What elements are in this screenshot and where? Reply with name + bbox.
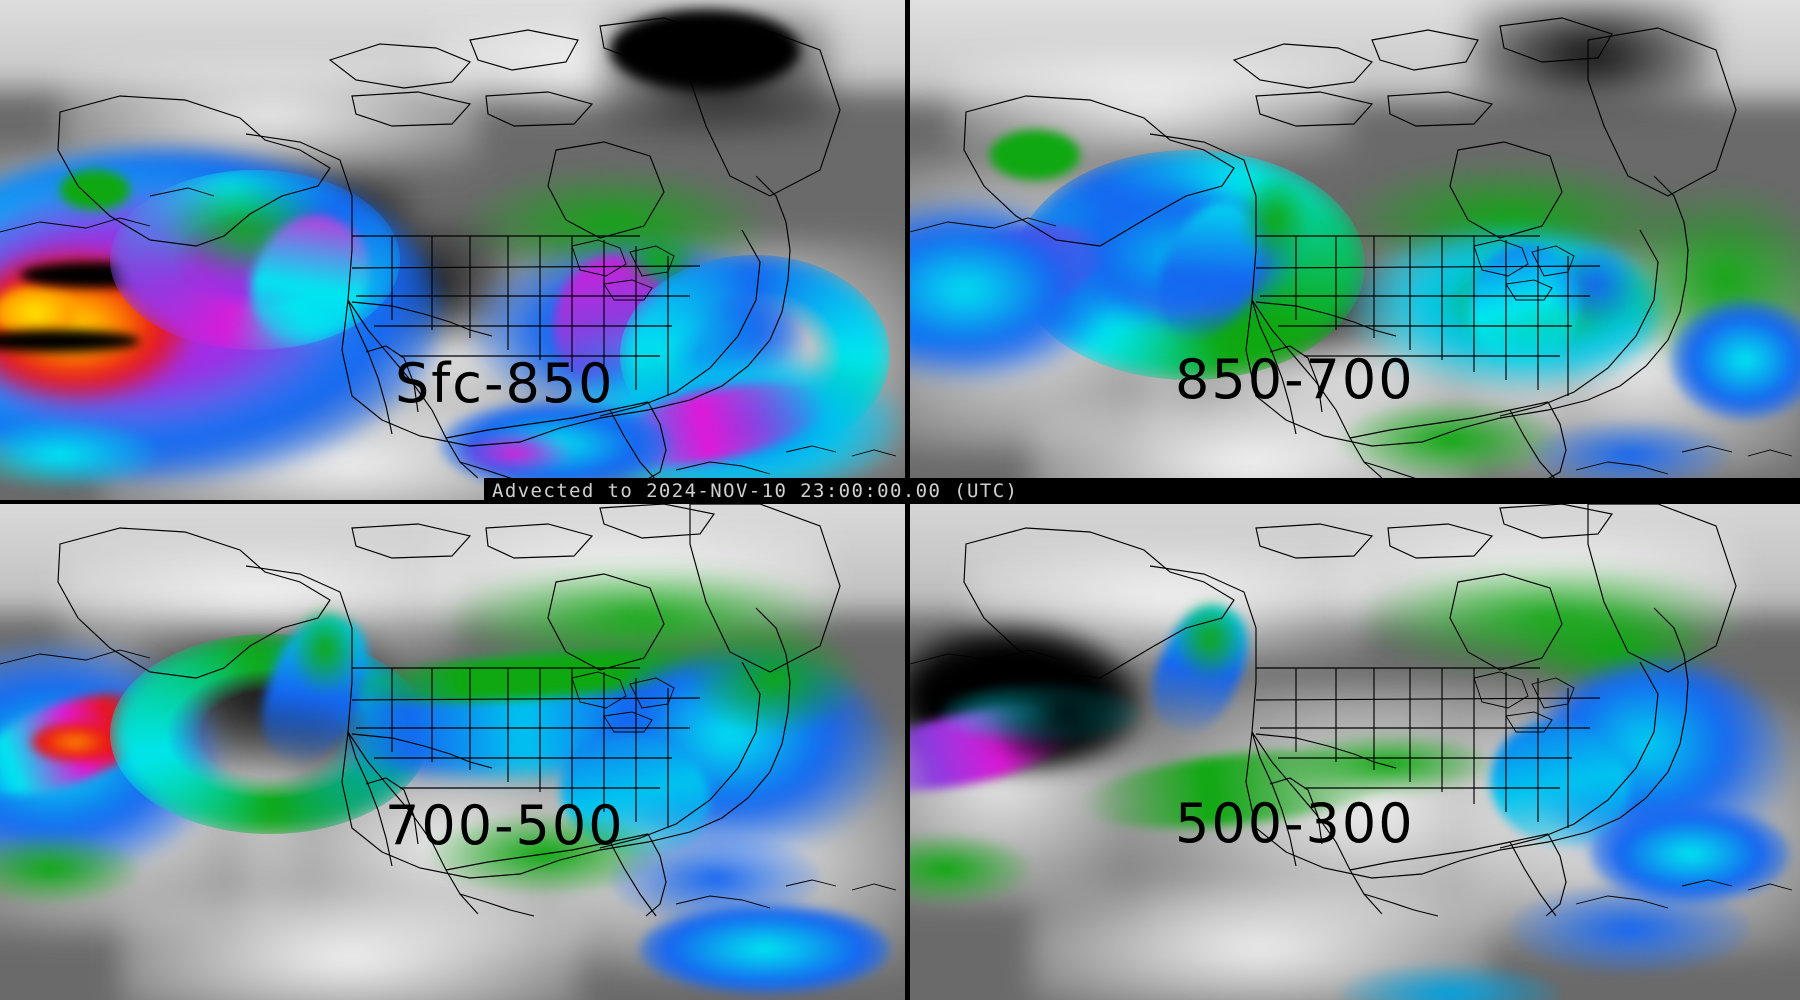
panel-850-700[interactable]: 850-700	[910, 0, 1800, 500]
panel-sfc-850[interactable]: Sfc-850	[0, 0, 905, 500]
advected-timestamp-text: Advected to 2024-NOV-10 23:00:00.00 (UTC…	[492, 480, 1019, 502]
panel-label-sfc-850: Sfc-850	[395, 352, 615, 415]
panel-label-700-500: 700-500	[385, 794, 625, 857]
advected-timestamp-bar: Advected to 2024-NOV-10 23:00:00.00 (UTC…	[484, 478, 1800, 504]
moisture-overlay-850-700	[910, 0, 1800, 500]
moisture-overlay-500-300	[910, 504, 1800, 1000]
polar-data-void	[610, 10, 800, 90]
moisture-overlay-700-500	[0, 504, 905, 1000]
panel-label-850-700: 850-700	[1175, 348, 1415, 411]
panel-500-300[interactable]: 500-300	[910, 504, 1800, 1000]
panel-700-500[interactable]: 700-500	[0, 504, 905, 1000]
panel-label-500-300: 500-300	[1175, 792, 1415, 855]
